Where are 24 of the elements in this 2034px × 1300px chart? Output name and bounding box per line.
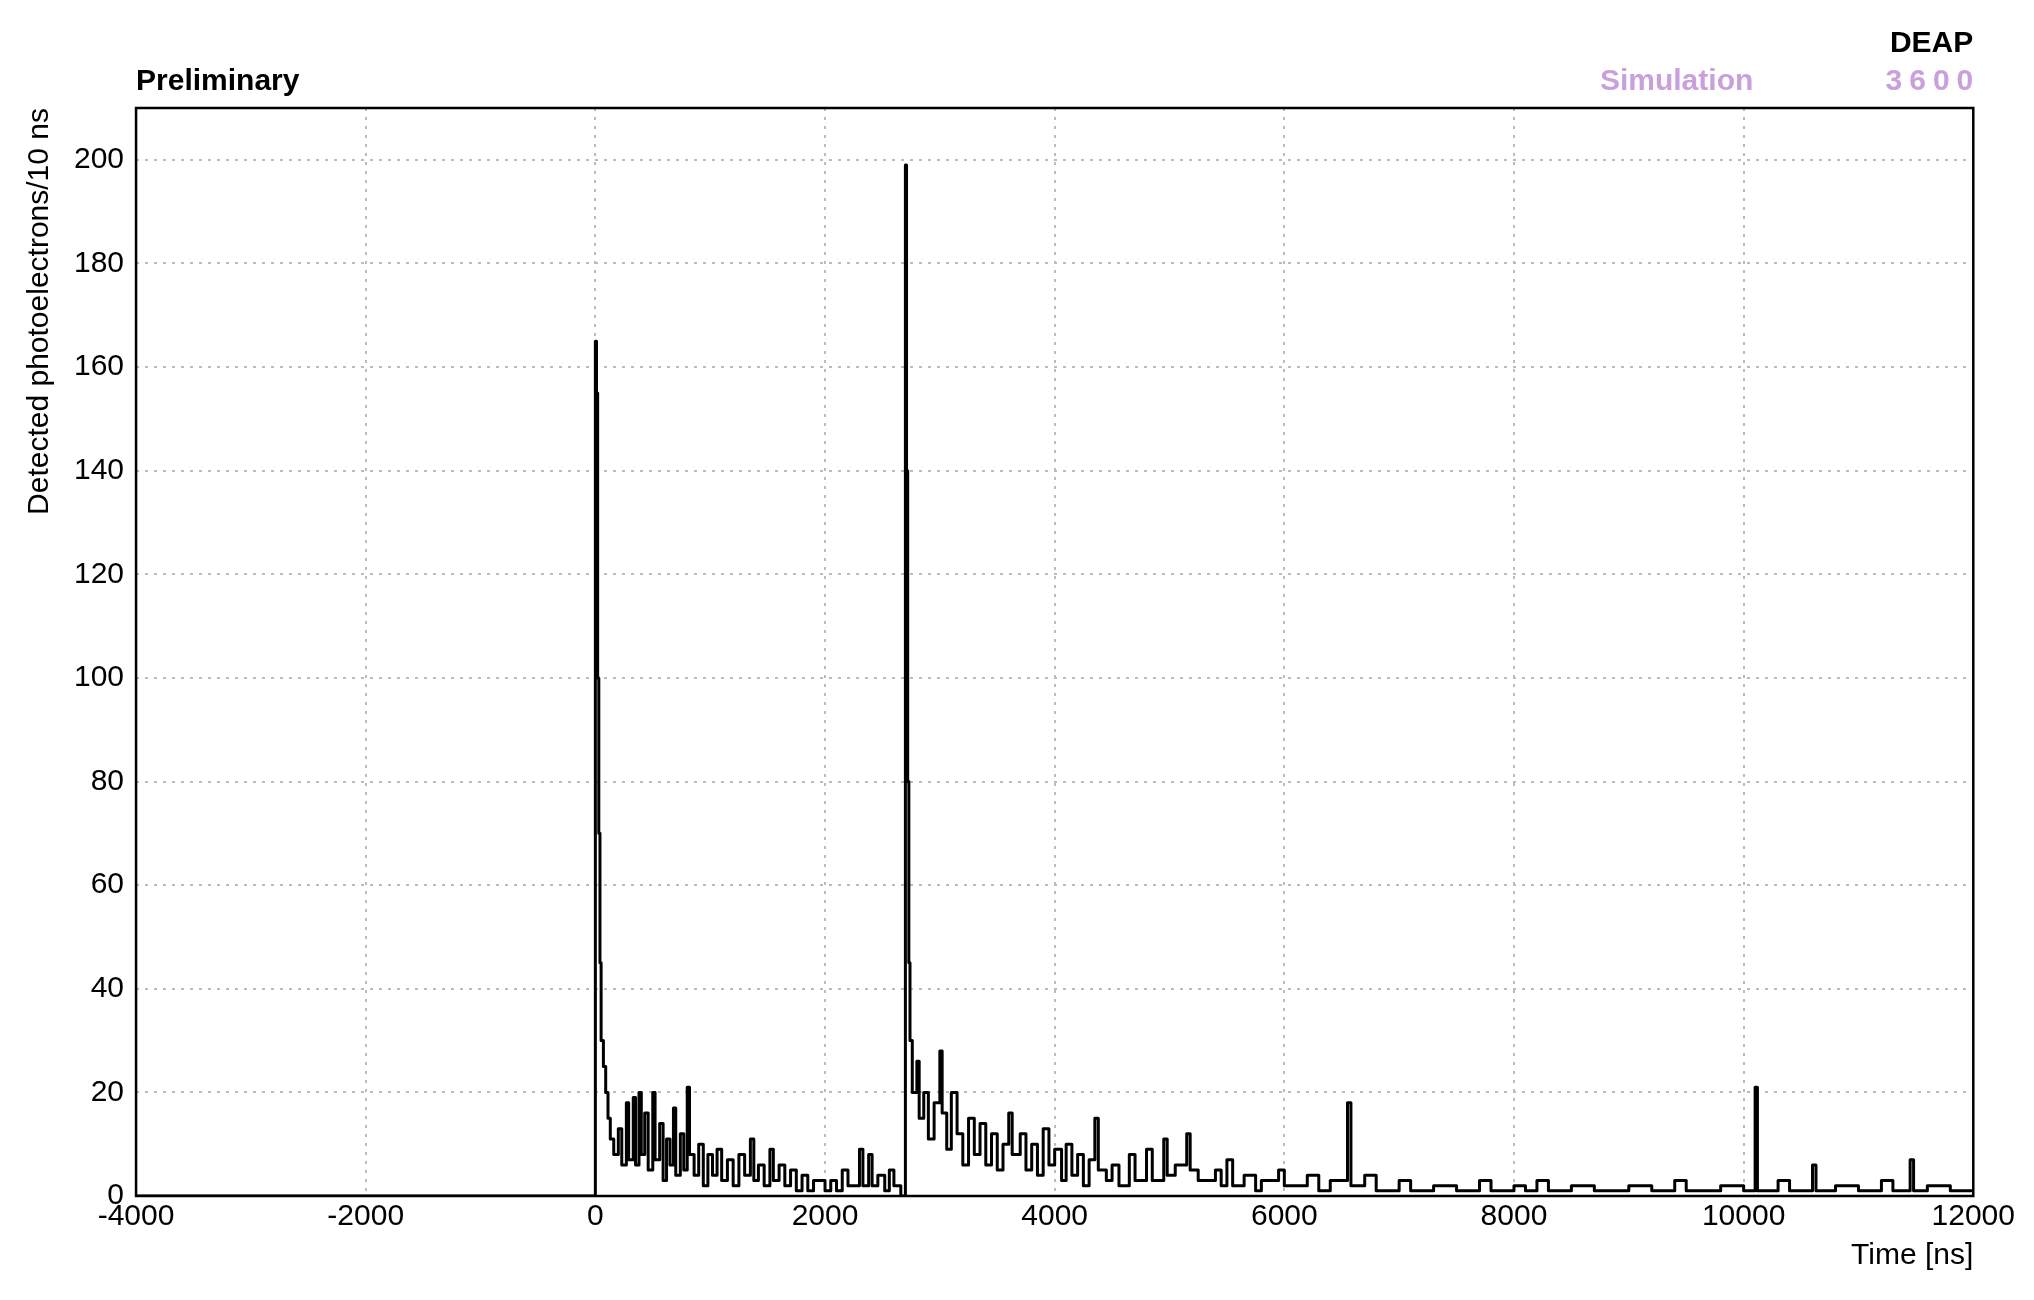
y-axis-title: Detected photoelectrons/10 ns — [21, 108, 55, 515]
y-tick-label: 180 — [73, 244, 125, 278]
x-tick-label: 0 — [587, 1198, 604, 1232]
y-tick-label: 200 — [73, 141, 125, 175]
x-axis-title: Time [ns] — [1851, 1237, 1974, 1271]
y-tick-label: 160 — [73, 348, 125, 382]
x-tick-label: 10000 — [1701, 1198, 1786, 1232]
y-tick-label: 100 — [73, 659, 125, 693]
text: DEAP — [1889, 25, 1974, 58]
y-tick-label: 120 — [73, 555, 125, 589]
y-tick-label: 140 — [73, 451, 125, 485]
x-tick-label: 8000 — [1480, 1198, 1548, 1232]
text: Preliminary — [136, 63, 300, 96]
x-tick-label: 6000 — [1250, 1198, 1318, 1232]
x-tick-label: 12000 — [1931, 1198, 2016, 1232]
y-tick-label: 60 — [90, 866, 125, 900]
x-tick-label: 4000 — [1021, 1198, 1089, 1232]
y-tick-label: 20 — [90, 1073, 125, 1107]
x-tick-label: -2000 — [327, 1198, 405, 1232]
y-tick-label: 80 — [90, 762, 125, 796]
text: 3600 — [1885, 63, 1981, 96]
text: Simulation — [1599, 63, 1754, 96]
x-tick-label: 2000 — [791, 1198, 859, 1232]
y-tick-label: 40 — [90, 970, 125, 1004]
